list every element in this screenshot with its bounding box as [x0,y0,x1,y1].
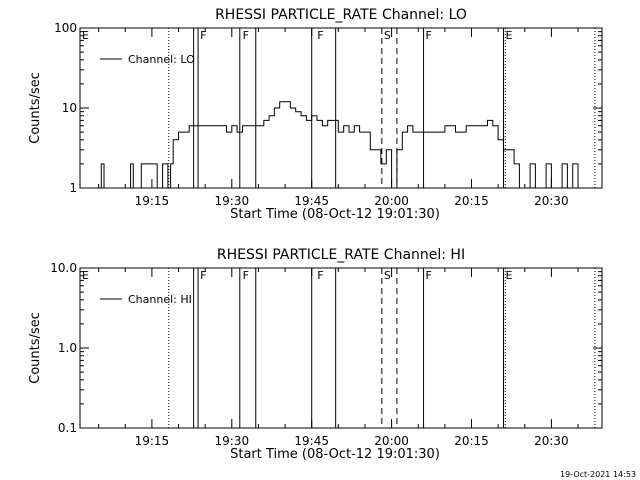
flag-label: F [426,269,432,282]
x-axis-label: Start Time (08-Oct-12 19:01:30) [230,207,440,222]
flag-label: F [317,29,323,42]
x-tick-label: 20:30 [534,434,569,448]
flag-label: F [317,269,323,282]
y-tick-label: 1 [69,181,77,195]
x-tick-label: 19:30 [215,434,250,448]
flag-label: S [384,29,391,42]
x-axis-label: Start Time (08-Oct-12 19:01:30) [230,447,440,462]
legend-label: Channel: HI [128,293,192,306]
x-tick-label: 20:30 [534,194,569,208]
y-tick-label: 100 [54,21,77,35]
plot-frame [79,267,603,429]
data-series-lo [98,101,587,188]
y-axis-label: Counts/sec [28,72,43,144]
x-tick-label: 19:45 [294,434,329,448]
timestamp-footer: 19-Oct-2021 14:53 [560,470,636,479]
y-tick-label: 10.0 [50,261,77,275]
x-tick-label: 19:15 [135,434,170,448]
flag-label: E [82,29,89,42]
flag-label: S [384,269,391,282]
x-tick-label: 19:15 [135,194,170,208]
flag-label: F [426,29,432,42]
flag-label: F [243,269,249,282]
chart-title: RHESSI PARTICLE_RATE Channel: HI [217,247,465,263]
flag-label: E [505,29,512,42]
y-tick-label: 10 [62,101,77,115]
flag-label: F [243,29,249,42]
chart-panel-lo: RHESSI PARTICLE_RATE Channel: LO 1 10 100 Co… [28,7,603,222]
flag-label: E [505,269,512,282]
x-tick-label: 20:15 [454,434,489,448]
y-axis-label: Counts/sec [28,312,43,384]
x-tick-label: 20:15 [454,194,489,208]
x-tick-label: 20:00 [374,434,409,448]
flag-label: F [200,29,206,42]
x-tick-label: 19:30 [215,194,250,208]
chart-panel-hi: RHESSI PARTICLE_RATE Channel: HI 0.1 1.0 10… [28,247,603,462]
x-tick-label: 19:45 [294,194,329,208]
x-tick-label: 20:00 [374,194,409,208]
flag-label: E [82,269,89,282]
y-tick-label: 1.0 [58,341,77,355]
chart-title: RHESSI PARTICLE_RATE Channel: LO [215,7,467,23]
flag-label: F [200,269,206,282]
plot-frame [79,27,603,189]
y-tick-label: 0.1 [58,421,77,435]
legend-label: Channel: LO [128,53,195,66]
